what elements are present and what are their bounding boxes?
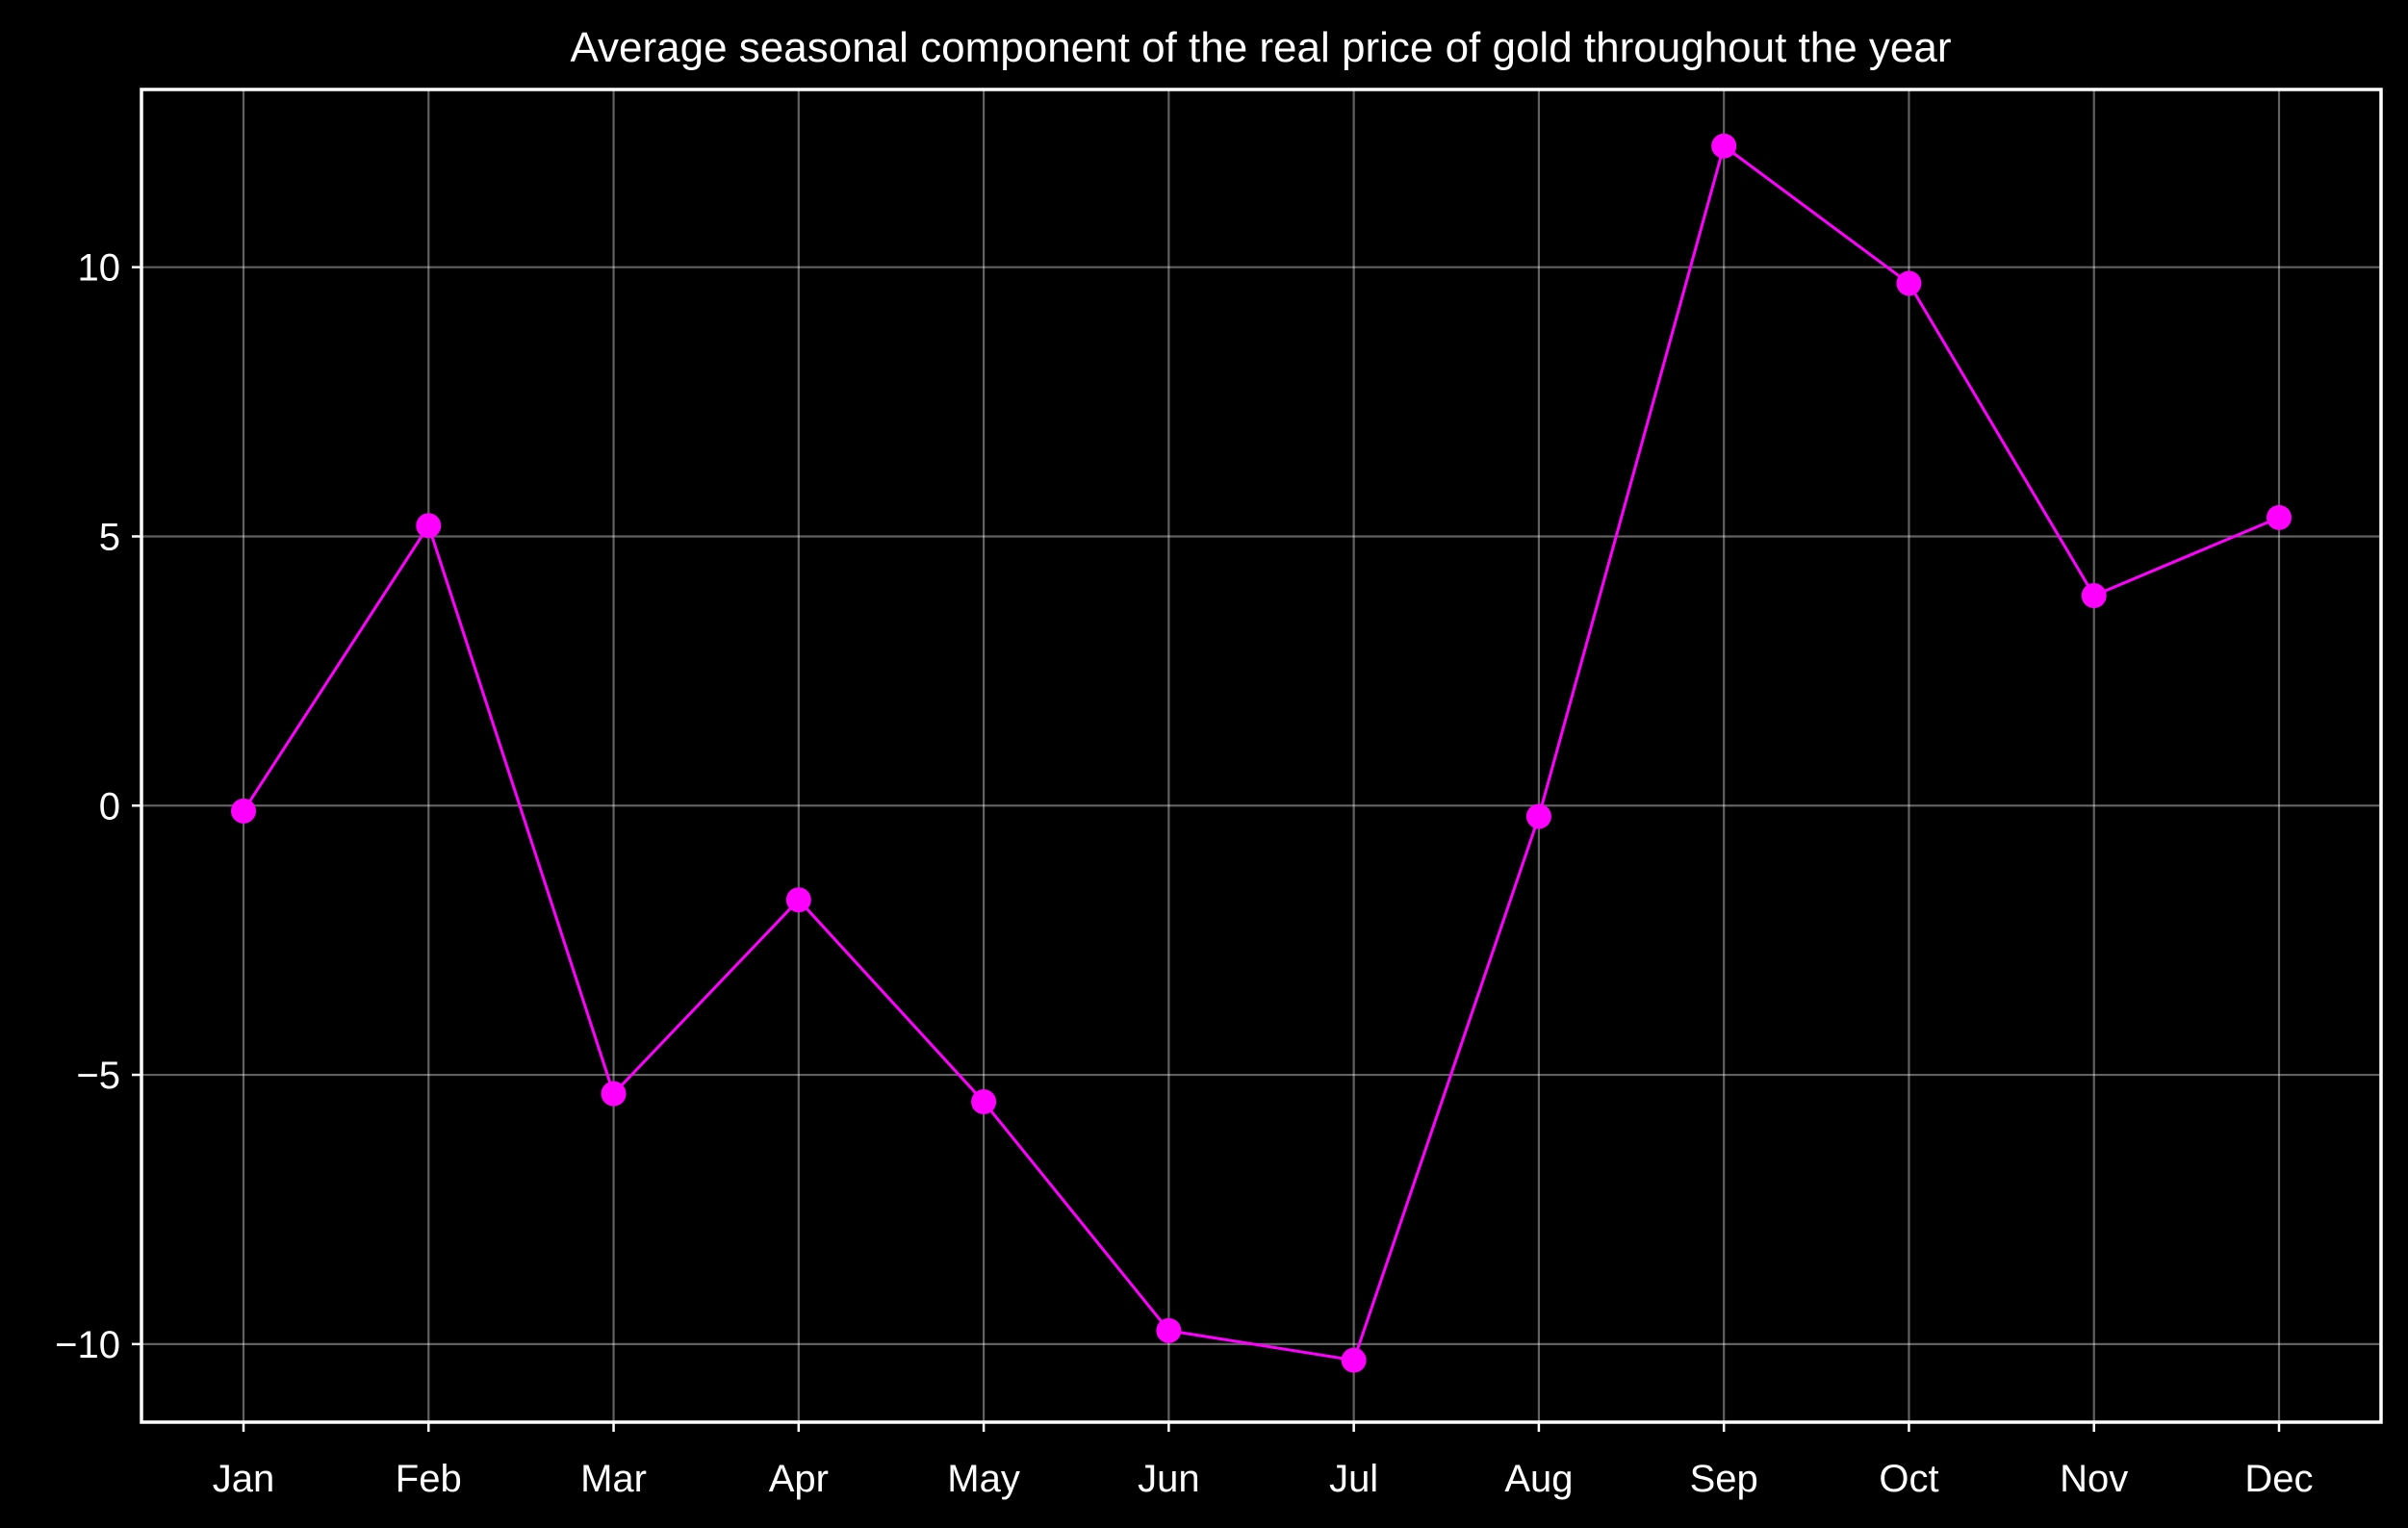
x-tick-label: Jan [213, 1458, 275, 1500]
y-tick-label: −10 [55, 1324, 120, 1366]
data-point [1341, 1347, 1367, 1373]
x-tick-label: Mar [580, 1458, 647, 1500]
x-tick-label: Apr [769, 1458, 829, 1500]
x-tick-label: Nov [2060, 1458, 2128, 1500]
data-point [1711, 133, 1737, 159]
y-tick-label: 5 [99, 516, 120, 558]
chart-title: Average seasonal component of the real p… [570, 24, 1951, 71]
data-point [2267, 504, 2292, 530]
y-tick-label: 0 [99, 785, 120, 828]
data-point [1896, 270, 1922, 296]
x-tick-label: Dec [2244, 1458, 2313, 1500]
y-tick-label: 10 [78, 247, 121, 290]
data-point [601, 1081, 627, 1107]
x-tick-label: Oct [1879, 1458, 1938, 1500]
data-point [785, 887, 811, 913]
x-tick-label: Jun [1138, 1458, 1200, 1500]
plot-frame [140, 88, 2383, 1424]
x-tick-label: Sep [1690, 1458, 1758, 1500]
data-point [1525, 803, 1551, 829]
series-line [242, 144, 2280, 1362]
data-point [2081, 583, 2107, 609]
x-tick-label: Jul [1329, 1458, 1378, 1500]
x-tick-label: Feb [396, 1458, 462, 1500]
data-point [231, 798, 256, 824]
x-axis-ticks: Jan Feb Mar Apr May Jun Jul Aug Sep Oct Nov Dec [213, 1422, 2314, 1500]
x-tick-label: Aug [1504, 1458, 1573, 1500]
x-tick-label: May [947, 1458, 1020, 1500]
data-series [231, 133, 2292, 1373]
y-tick-label: −5 [76, 1055, 120, 1097]
data-point [416, 513, 442, 539]
y-axis-ticks: −10 −5 0 5 10 [55, 247, 141, 1366]
data-point [971, 1089, 997, 1115]
data-point [1156, 1317, 1182, 1343]
